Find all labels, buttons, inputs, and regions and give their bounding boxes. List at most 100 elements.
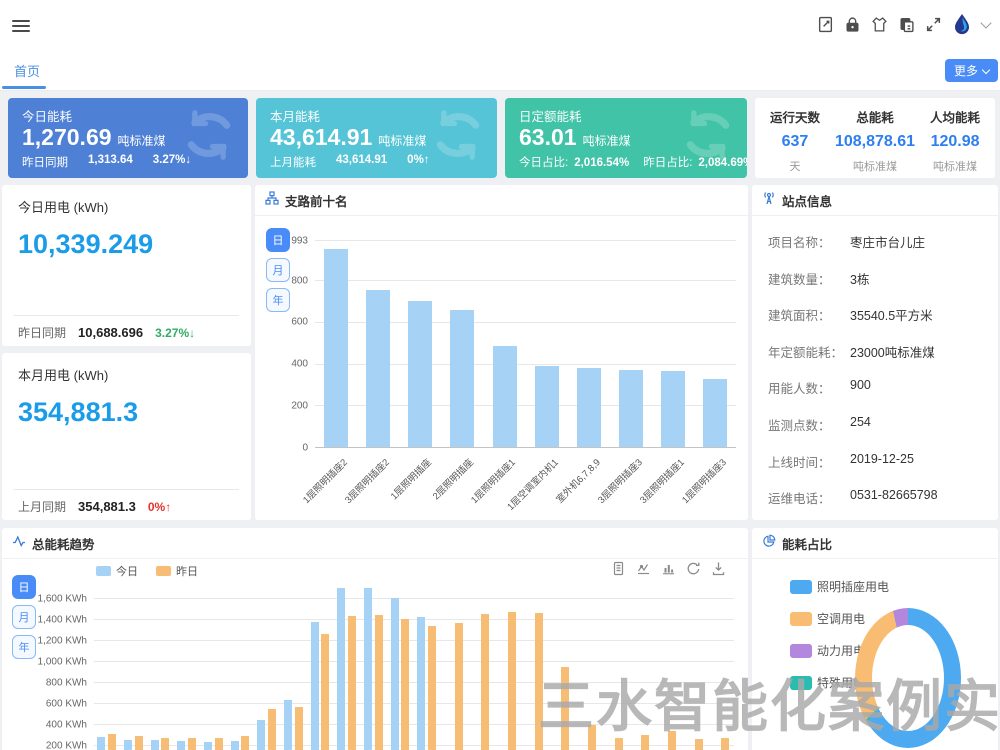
site-info-label: 监测点数： [768,419,831,433]
panel-title: 总能耗趋势 [32,537,95,552]
bar-yesterday [614,737,623,750]
legend-item-照明插座用电[interactable]: 照明插座用电 [790,578,889,595]
lock-icon[interactable] [843,15,861,33]
gridline: 200 [291,400,736,411]
y-tick-label: 600 [291,316,308,328]
bar [366,290,391,447]
legend-item-今日[interactable]: 今日 [96,563,138,579]
donut-hole [872,625,944,731]
bar-yesterday [347,615,356,750]
panel-title: 本月用电 (kWh) [18,368,109,383]
panel-today-power: 今日用电 (kWh) 10,339.249 昨日同期 10,688.696 3.… [2,185,251,346]
gridline: 1,000 KWh [38,656,734,667]
period-button-年[interactable]: 年 [12,635,36,659]
bar-yesterday [587,725,596,750]
chart-legend: 照明插座用电空调用电动力用电特殊用电 [790,578,889,691]
bar-today [283,700,292,750]
card-daily-quota-energy[interactable]: 日定额能耗 63.01 吨标准煤 今日占比: 2,016.54% 昨日占比: 2,08… [505,98,747,178]
legend-swatch [790,675,812,690]
energy-share-donut[interactable] [855,608,961,748]
delta-badge: 0%↑ [147,500,172,514]
fullscreen-icon[interactable] [924,15,942,33]
panel-month-power: 本月用电 (kWh) 354,881.3 上月同期 354,881.3 0%↑ [2,353,251,520]
card-delta: 0%↑ [407,154,430,166]
y-tick-label: 400 [291,358,308,370]
site-info-value: 900 [850,378,871,393]
panel-title: 今日用电 (kWh) [18,200,109,215]
legend-item-空调用电[interactable]: 空调用电 [790,610,889,627]
refresh-icon[interactable] [686,561,701,576]
card-compare-label: 上月能耗 [270,157,316,169]
bar-yesterday [534,612,543,750]
menu-toggle-icon[interactable] [12,17,30,32]
bar-yesterday [187,737,196,750]
period-button-月[interactable]: 月 [12,605,36,629]
month-power-value: 354,881.3 [18,397,139,427]
copy-icon[interactable] [897,15,915,33]
panel-branch-top10: 支路前十名 日月年 993 800 600 400 200 0 1层照明插座2 3层照明插座2… [255,185,748,520]
card-ratio-value: 2,084.69% [698,157,747,169]
branch-icon [265,190,279,210]
line-chart-icon[interactable] [636,561,651,576]
y-tick-label: 1,000 KWh [37,656,87,667]
card-compare-label: 昨日同期 [22,157,68,169]
legend-item-昨日[interactable]: 昨日 [156,563,198,579]
bar-yesterday [267,708,276,750]
site-info-row: 运维电话： 0531-82665798 [768,488,988,507]
bar-yesterday [667,731,676,750]
bar-yesterday [401,619,410,750]
period-button-年[interactable]: 年 [266,288,290,312]
period-button-日[interactable]: 日 [12,575,36,599]
gridline: 800 [291,275,736,286]
more-button[interactable]: 更多 [944,59,998,82]
card-title: 今日能耗 [22,110,73,124]
card-ratio-value: 2,016.54% [574,157,630,169]
bar-today [150,739,159,750]
bar-yesterday [374,614,383,750]
top-bar [0,0,1000,48]
legend-item-特殊用电[interactable]: 特殊用电 [790,674,889,691]
site-info-row: 年定额能耗： 23000吨标准煤 [768,342,988,361]
y-tick-label: 200 [291,400,308,412]
bar-today [310,621,319,750]
y-tick-label: 1,200 KWh [37,635,87,646]
today-power-value: 10,339.249 [18,229,154,259]
period-button-月[interactable]: 月 [266,258,290,282]
legend-swatch [790,643,812,658]
gridline: 600 [291,317,736,328]
period-button-日[interactable]: 日 [266,228,290,252]
chevron-down-icon [981,65,991,74]
download-icon[interactable] [711,561,726,576]
card-value: 63.01 [519,124,577,150]
bar [492,346,517,447]
recycle-icon [178,104,240,171]
theme-icon[interactable] [870,15,888,33]
bar-chart-icon[interactable] [661,561,676,576]
y-tick-label: 800 KWh [45,677,87,688]
data-view-icon[interactable] [611,561,626,576]
bar-yesterday [241,735,250,750]
legend-label: 动力用电 [817,644,866,658]
card-today-energy[interactable]: 今日能耗 1,270.69 吨标准煤 昨日同期 1,313.64 3.27%↓ [8,98,248,178]
bar [618,369,643,447]
legend-item-动力用电[interactable]: 动力用电 [790,642,889,659]
card-ratio-label: 昨日占比: [643,157,693,169]
chevron-down-icon[interactable] [980,16,992,29]
site-info-row: 上线时间： 2019-12-25 [768,452,988,471]
card-delta: 3.27%↓ [152,154,192,166]
card-value: 43,614.91 [270,124,373,150]
legend-label: 昨日 [176,566,198,578]
tab-home[interactable]: 首页 [14,64,41,79]
card-title: 日定额能耗 [519,110,582,124]
gridline: 993 [291,235,736,246]
bar-today [337,587,346,750]
bar-yesterday [294,707,303,750]
card-unit: 吨标准煤 [378,134,427,148]
legend-label: 照明插座用电 [817,580,890,594]
card-month-energy[interactable]: 本月能耗 43,614.91 吨标准煤 上月能耗 43,614.91 0%↑ [256,98,497,178]
legend-swatch [790,611,812,626]
bar-yesterday [161,738,170,750]
bar-today [203,741,212,750]
brand-logo[interactable] [951,13,973,35]
edit-note-icon[interactable] [816,15,834,33]
